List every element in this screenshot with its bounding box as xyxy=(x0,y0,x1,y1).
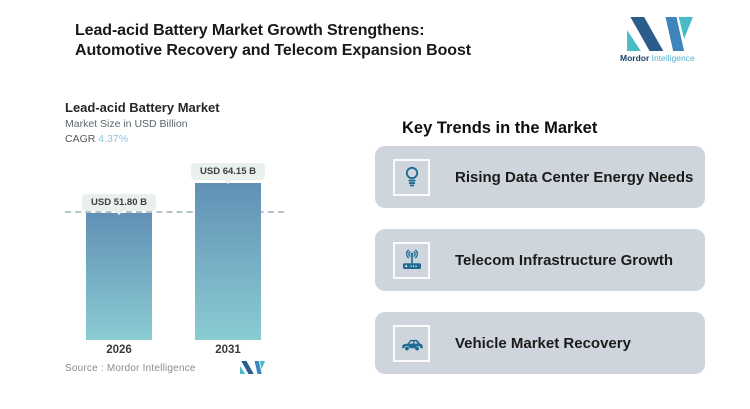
trend-label: Rising Data Center Energy Needs xyxy=(455,168,694,186)
trend-icon-box xyxy=(393,241,430,279)
x-axis-label-2026: 2026 xyxy=(106,344,132,356)
cagr-value: 4.37% xyxy=(98,133,129,145)
trend-icon-box xyxy=(393,158,430,196)
page-title-line2: Automotive Recovery and Telecom Expansio… xyxy=(75,42,471,59)
mordor-mini-logo-icon xyxy=(240,361,265,374)
chart-cagr: CAGR 4.37% xyxy=(65,133,128,145)
trend-card-vehicle: Vehicle Market Recovery xyxy=(375,312,705,374)
bar-value-label-2031: USD 64.15 B xyxy=(191,163,265,180)
lightbulb-icon xyxy=(405,166,418,187)
bar-value-label-2026: USD 51.80 B xyxy=(82,194,156,211)
logo-word-mordor: Mordor xyxy=(620,53,650,63)
telecom-router-icon xyxy=(402,249,421,269)
source-attribution: Source : Mordor Intelligence xyxy=(65,363,196,374)
bar-2026 xyxy=(86,213,152,340)
reference-dashed-line xyxy=(65,211,284,213)
mordor-intelligence-logo: Mordor Intelligence xyxy=(620,17,710,63)
logo-word-intelligence: Intelligence xyxy=(651,53,695,63)
chart-subtitle: Market Size in USD Billion xyxy=(65,118,188,130)
x-axis-label-2031: 2031 xyxy=(215,344,241,356)
page-title: Lead-acid Battery Market Growth Strength… xyxy=(75,21,471,61)
trend-label: Vehicle Market Recovery xyxy=(455,334,631,352)
mordor-logo-mark-icon xyxy=(626,17,694,51)
cagr-label: CAGR xyxy=(65,133,96,145)
trend-icon-box xyxy=(393,324,430,362)
trend-card-data-center: Rising Data Center Energy Needs xyxy=(375,146,705,208)
trend-label: Telecom Infrastructure Growth xyxy=(455,251,674,269)
car-icon xyxy=(401,339,423,351)
logo-wordmark: Mordor Intelligence xyxy=(620,53,710,63)
trend-card-telecom: Telecom Infrastructure Growth xyxy=(375,229,705,291)
page-title-line1: Lead-acid Battery Market Growth Strength… xyxy=(75,22,425,39)
trends-heading: Key Trends in the Market xyxy=(402,119,598,137)
chart-title: Lead-acid Battery Market xyxy=(65,100,220,115)
bar-2031 xyxy=(195,183,261,340)
